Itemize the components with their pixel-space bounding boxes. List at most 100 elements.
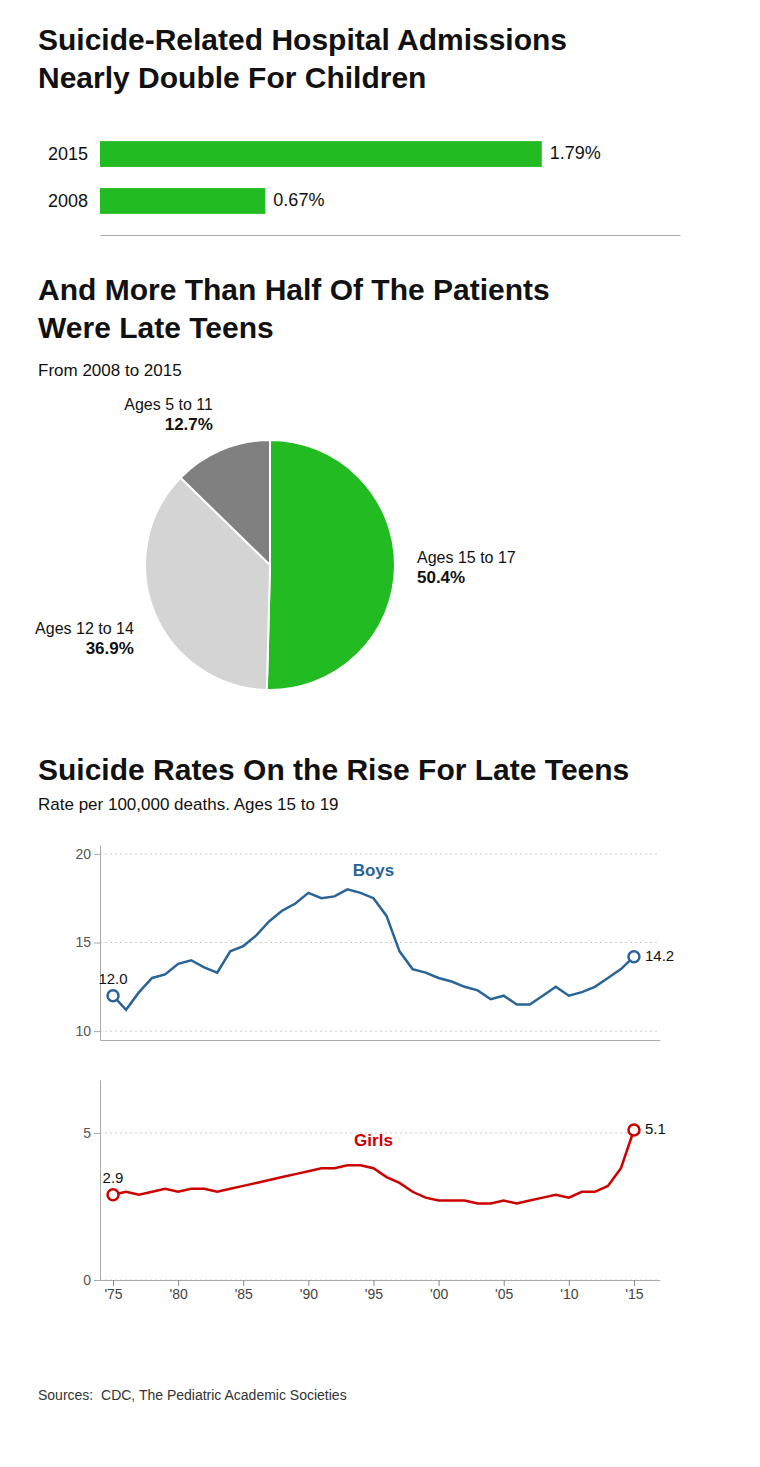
tick-mark	[94, 854, 100, 855]
tick: '00	[430, 1280, 448, 1302]
y-axis: 05	[83, 1081, 100, 1288]
tick: 0	[83, 1272, 100, 1288]
axis-line	[100, 846, 101, 1041]
tick: '05	[495, 1280, 513, 1302]
subtitle: Rate per 100,000 deaths. Ages 15 to 19	[38, 795, 339, 814]
tick: 20	[75, 846, 100, 862]
data-label: 50.4%	[417, 568, 465, 587]
title-line: Suicide-Related Hospital Admissions	[38, 23, 567, 56]
tick-mark	[94, 1133, 100, 1134]
title-line: Nearly Double For Children	[38, 61, 426, 94]
title: Suicide Rates On the Rise For Late Teens	[38, 753, 629, 786]
tick-label: '95	[365, 1286, 383, 1302]
tick: 15	[75, 934, 100, 950]
tick: '95	[365, 1280, 383, 1302]
tick-label: '10	[560, 1286, 578, 1302]
tick-label: 0	[83, 1272, 91, 1288]
slice	[181, 440, 270, 565]
title: And More Than Half Of The Patients Were L…	[38, 273, 550, 344]
tick-label: '80	[170, 1286, 188, 1302]
data-label: 1.79%	[550, 143, 601, 163]
grid-line	[100, 853, 660, 854]
annotation: 5.1	[645, 1120, 666, 1137]
grid	[100, 854, 660, 1031]
slice	[267, 440, 395, 690]
tick-label: '15	[625, 1286, 643, 1302]
subtitle-line: Rate per 100,000 deaths. Ages 15 to 19	[38, 795, 339, 814]
series-label: Girls	[354, 1131, 393, 1150]
axis-line	[101, 1280, 661, 1281]
tick-label: '85	[235, 1286, 253, 1302]
tick: 5	[83, 1125, 100, 1141]
y-axis: 10 15 20	[75, 846, 100, 1041]
grid-line	[100, 942, 660, 943]
axis-line	[100, 1081, 101, 1281]
tick: 2008	[48, 191, 100, 211]
x-axis: '75 '80 '85 '90 '95 '00 '05 '10 '15	[101, 1280, 661, 1302]
tick-label: '75	[104, 1286, 122, 1302]
tick: '15	[625, 1280, 643, 1302]
bars	[100, 141, 542, 214]
tick: '80	[170, 1280, 188, 1302]
tick-label: 2008	[48, 191, 88, 211]
line-chart: Suicide Rates On the Rise For Late Teens…	[38, 753, 674, 1041]
tick: 10	[75, 1023, 100, 1039]
line	[113, 1130, 634, 1204]
annotation: 2.9	[103, 1169, 124, 1186]
infographic: Suicide-Related Hospital Admissions Nearl…	[0, 0, 760, 1467]
title-line: Were Late Teens	[38, 311, 274, 344]
tick: '90	[300, 1280, 318, 1302]
tick-mark	[94, 943, 100, 944]
end-marker	[108, 1189, 119, 1200]
title: Suicide-Related Hospital Admissions Nearl…	[38, 23, 567, 94]
tick-label: '05	[495, 1286, 513, 1302]
tick-label: 2015	[48, 144, 88, 164]
series-label: Boys	[353, 861, 395, 880]
end-marker	[108, 990, 119, 1001]
tick-label: 15	[75, 934, 91, 950]
tick-label: '00	[430, 1286, 448, 1302]
subtitle: From 2008 to 2015	[38, 361, 182, 380]
line	[113, 889, 634, 1010]
line-chart: 05'75'80'85'90'95'00'05'10'15Girls2.95.1	[83, 1081, 666, 1302]
tick-label: 10	[75, 1023, 91, 1039]
tick-label: 20	[75, 846, 91, 862]
tick: '85	[235, 1280, 253, 1302]
slice-label: Ages 15 to 17	[417, 549, 516, 566]
x-axis	[101, 235, 681, 236]
annotation: 14.2	[645, 947, 674, 964]
bar	[100, 141, 542, 167]
data-label: 0.67%	[273, 190, 324, 210]
tick: '10	[560, 1280, 578, 1302]
x-axis	[101, 1040, 661, 1041]
source: Sources: CDC, The Pediatric Academic Soc…	[38, 1387, 347, 1403]
axis-line	[101, 235, 681, 236]
axis-line	[101, 1040, 661, 1041]
bar-chart: Suicide-Related Hospital Admissions Nearl…	[38, 23, 681, 236]
tick-label: 5	[83, 1125, 91, 1141]
grid-line	[100, 1031, 660, 1032]
data-label: 36.9%	[86, 639, 134, 658]
bar	[100, 188, 265, 214]
title-line: And More Than Half Of The Patients	[38, 273, 550, 306]
plot-marks	[108, 1125, 640, 1204]
subtitle-line: From 2008 to 2015	[38, 361, 182, 380]
slice-label: Ages 12 to 14	[35, 620, 134, 637]
slices	[145, 440, 395, 690]
grid-line	[100, 1280, 660, 1281]
tick: 2015	[48, 144, 100, 164]
data-label: 12.7%	[165, 415, 213, 434]
title-line: Suicide Rates On the Rise For Late Teens	[38, 753, 629, 786]
slice-label: Ages 5 to 11	[124, 396, 213, 413]
pie-chart: And More Than Half Of The Patients Were L…	[35, 273, 550, 690]
grid	[100, 1133, 660, 1280]
annotation: 12.0	[98, 970, 127, 987]
tick-mark	[94, 1031, 100, 1032]
tick-mark	[94, 1280, 100, 1281]
tick-label: '90	[300, 1286, 318, 1302]
end-marker	[628, 951, 639, 962]
plot-marks	[108, 889, 640, 1010]
end-marker	[628, 1125, 639, 1136]
tick: '75	[104, 1280, 122, 1302]
y-axis: 2008 2015	[48, 144, 100, 211]
